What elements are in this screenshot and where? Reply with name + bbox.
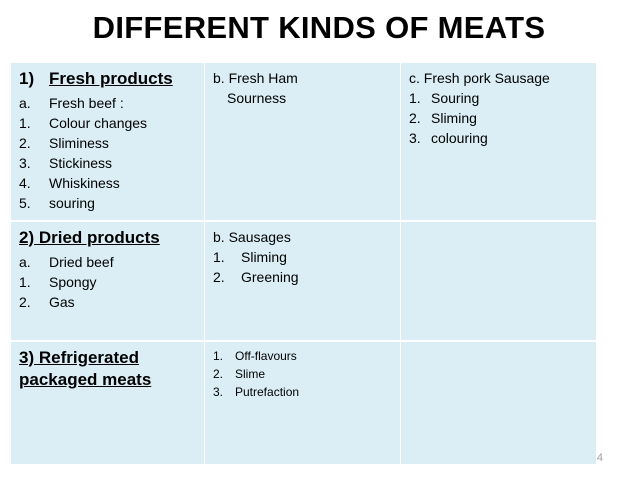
meats-table: 1) Fresh products a. Fresh beef : 1. Colour… [10, 62, 597, 465]
heading-text: Fresh products [49, 69, 173, 88]
fresh-products-heading: 1) Fresh products [19, 68, 196, 90]
table-row: 2) Dried products a. Dried beef 1. Spongy … [10, 220, 597, 342]
list-item: a. Dried beef [19, 252, 196, 272]
sausages-cell: b. Sausages 1. Sliming 2. Greening [204, 220, 401, 342]
list-marker: 1. [213, 248, 225, 265]
fresh-products-list: a. Fresh beef : 1. Colour changes 2. Slimin… [19, 93, 196, 213]
list-text: Dried beef [49, 253, 114, 270]
refrigerated-meats-cell: 3) Refrigerated packaged meats [10, 340, 205, 465]
list-text: Colour changes [49, 115, 148, 131]
list-text: colouring [431, 130, 488, 146]
list-text: Off-flavours [235, 348, 297, 363]
list-marker: a. [19, 253, 31, 270]
fresh-pork-sausage-list: 1. Souring 2. Sliming 3. colouring [409, 88, 588, 148]
list-item: 5. souring [19, 193, 196, 213]
list-marker: 1. [19, 115, 31, 131]
list-marker: 3. [19, 155, 31, 171]
list-text: Sliminess [49, 135, 109, 151]
list-marker: 4. [19, 175, 31, 191]
list-text: souring [49, 195, 95, 211]
fresh-products-cell: 1) Fresh products a. Fresh beef : 1. Colour… [10, 62, 205, 222]
page-number: 4 [596, 452, 603, 464]
list-item: 3. Stickiness [19, 153, 196, 173]
fresh-pork-sausage-title: c. Fresh pork Sausage [409, 70, 550, 86]
list-item: 1. Souring [409, 88, 588, 108]
list-text: Souring [431, 90, 480, 106]
list-item: 1. Colour changes [19, 113, 196, 133]
list-item: 2. Slime [213, 365, 392, 383]
list-item: 3. Putrefaction [213, 383, 392, 401]
list-item: 2. Greening [213, 267, 392, 287]
list-marker: a. [19, 95, 31, 111]
fresh-pork-sausage-cell: c. Fresh pork Sausage 1. Souring 2. Slimin… [400, 62, 597, 222]
list-text: Sliming [241, 248, 287, 265]
list-marker: 3. [213, 384, 224, 399]
fresh-ham-cell: b. Fresh Ham Sourness [204, 62, 401, 222]
empty-cell [400, 220, 597, 342]
fresh-ham-line: Sourness [227, 90, 287, 106]
list-item: 1. Spongy [19, 272, 196, 292]
list-text: Whiskiness [49, 175, 120, 191]
refrigerated-issues-list: 1. Off-flavours 2. Slime 3. Putrefaction [213, 347, 392, 401]
empty-cell [400, 340, 597, 465]
list-marker: 5. [19, 195, 31, 211]
list-item: 2. Sliminess [19, 133, 196, 153]
list-text: Putrefaction [235, 384, 300, 399]
list-text: Sliming [431, 110, 477, 126]
heading-number: 1) [19, 69, 35, 88]
list-item: 2. Sliming [409, 108, 588, 128]
sausages-title: b. Sausages [213, 228, 291, 245]
list-item: 4. Whiskiness [19, 173, 196, 193]
list-text: Gas [49, 293, 75, 310]
list-item: 3. colouring [409, 128, 588, 148]
list-item: 1. Sliming [213, 247, 392, 267]
list-marker: 2. [19, 135, 31, 151]
list-item: 1. Off-flavours [213, 347, 392, 365]
list-item: 2. Gas [19, 292, 196, 312]
list-marker: 2. [213, 366, 224, 381]
dried-products-heading: 2) Dried products [19, 227, 160, 247]
list-marker: 3. [409, 130, 421, 146]
table-row: 1) Fresh products a. Fresh beef : 1. Colour… [10, 62, 597, 222]
refrigerated-heading-line2: packaged meats [19, 369, 152, 389]
list-marker: 1. [409, 90, 421, 106]
list-marker: 1. [19, 273, 31, 290]
list-text: Fresh beef : [49, 95, 124, 111]
list-text: Greening [241, 268, 299, 285]
list-marker: 1. [213, 348, 224, 363]
dried-products-list: a. Dried beef 1. Spongy 2. Gas [19, 252, 196, 312]
sausages-list: 1. Sliming 2. Greening [213, 247, 392, 287]
list-text: Spongy [49, 273, 97, 290]
list-item: a. Fresh beef : [19, 93, 196, 113]
table-row: 3) Refrigerated packaged meats 1. Off-fla… [10, 340, 597, 465]
page-title: DIFFERENT KINDS OF MEATS [92, 10, 546, 45]
dried-products-cell: 2) Dried products a. Dried beef 1. Spongy … [10, 220, 205, 342]
refrigerated-issues-cell: 1. Off-flavours 2. Slime 3. Putrefaction [204, 340, 401, 465]
refrigerated-heading-line1: 3) Refrigerated [19, 347, 139, 367]
fresh-ham-title: b. Fresh Ham [213, 70, 298, 86]
list-text: Stickiness [49, 155, 113, 171]
list-marker: 2. [213, 268, 225, 285]
list-text: Slime [235, 366, 266, 381]
list-marker: 2. [409, 110, 421, 126]
list-marker: 2. [19, 293, 31, 310]
